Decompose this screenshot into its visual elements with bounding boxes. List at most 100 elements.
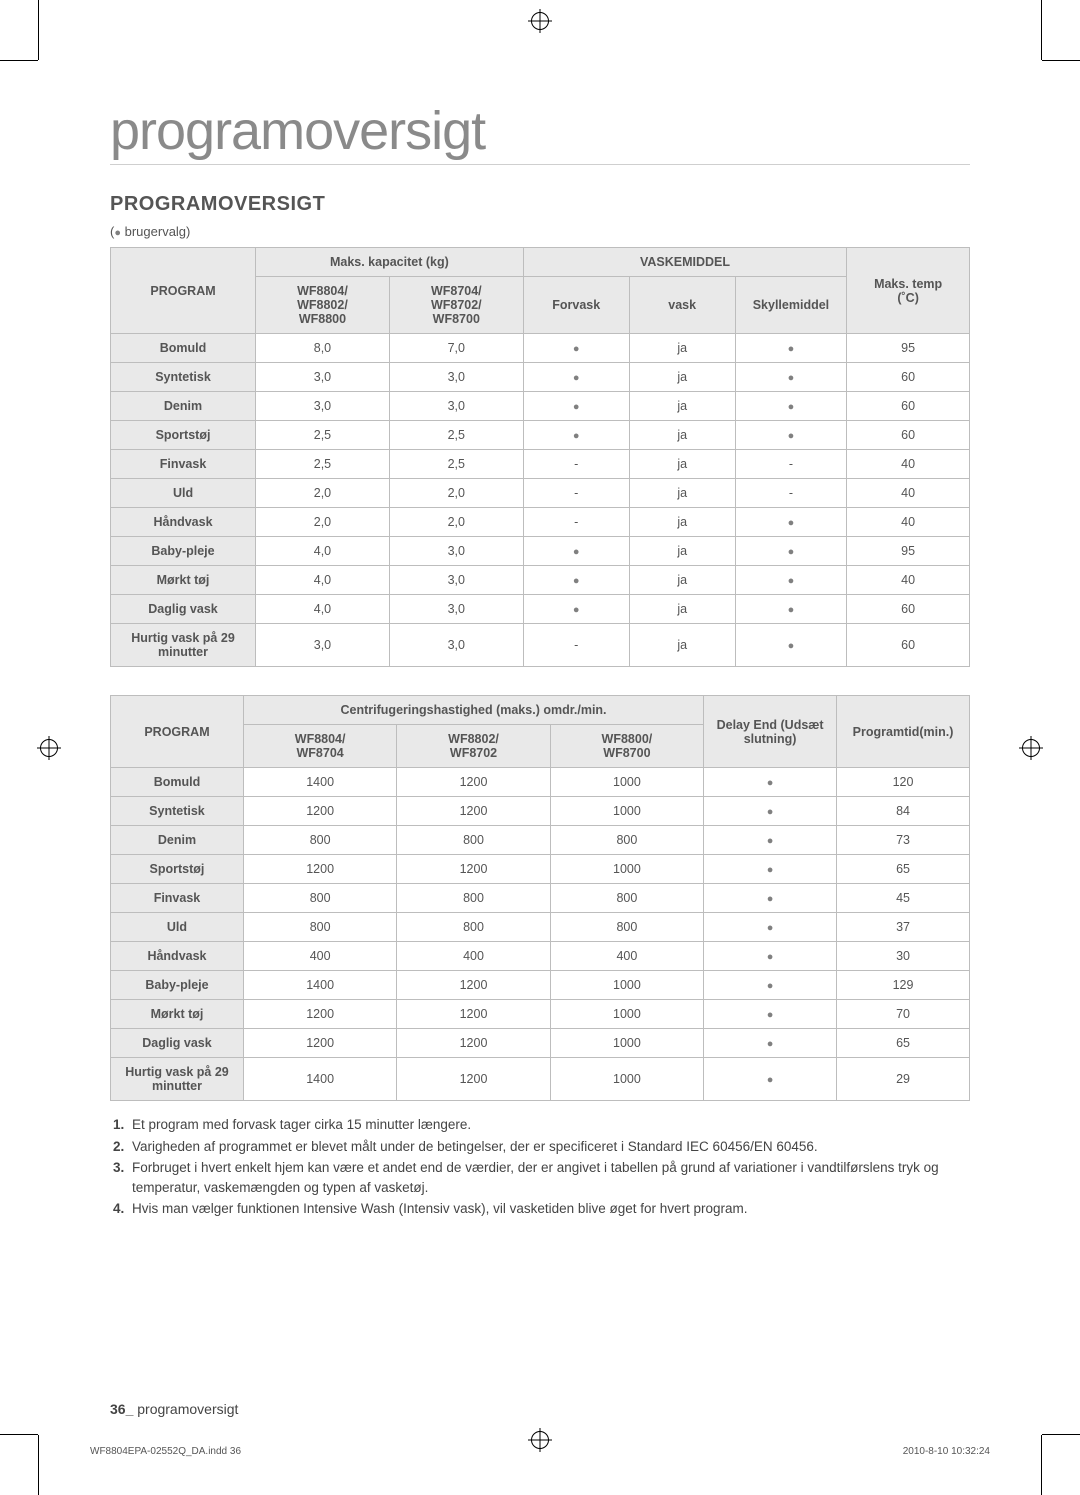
row-wash: ja xyxy=(629,392,735,421)
col-prewash: Forvask xyxy=(523,277,629,334)
row-cap-b: 3,0 xyxy=(389,624,523,667)
row-program: Baby-pleje xyxy=(111,537,256,566)
row-spin-2: 800 xyxy=(397,884,550,913)
page-footer: 36_ programoversigt xyxy=(110,1401,238,1417)
row-time: 84 xyxy=(837,797,970,826)
table-row: Denim800800800●73 xyxy=(111,826,970,855)
row-spin-3: 1000 xyxy=(550,1000,703,1029)
page-content: programoversigt PROGRAMOVERSIGT (● bruge… xyxy=(110,70,970,1425)
row-cap-a: 8,0 xyxy=(256,334,390,363)
row-delay: ● xyxy=(704,942,837,971)
registration-mark xyxy=(531,12,549,30)
row-cap-b: 3,0 xyxy=(389,392,523,421)
row-spin-1: 1200 xyxy=(243,855,396,884)
row-program: Uld xyxy=(111,479,256,508)
row-spin-1: 800 xyxy=(243,826,396,855)
row-prewash: ● xyxy=(523,537,629,566)
col-program: PROGRAM xyxy=(111,696,244,768)
print-file: WF8804EPA-02552Q_DA.indd 36 xyxy=(90,1446,241,1457)
row-prewash: ● xyxy=(523,566,629,595)
row-program: Uld xyxy=(111,913,244,942)
row-temp: 40 xyxy=(847,566,970,595)
row-spin-3: 1000 xyxy=(550,855,703,884)
row-temp: 60 xyxy=(847,363,970,392)
row-cap-a: 3,0 xyxy=(256,392,390,421)
table-row: Håndvask2,02,0-ja●40 xyxy=(111,508,970,537)
row-temp: 40 xyxy=(847,450,970,479)
row-delay: ● xyxy=(704,913,837,942)
row-cap-a: 3,0 xyxy=(256,624,390,667)
row-spin-3: 1000 xyxy=(550,768,703,797)
row-softener: ● xyxy=(735,566,847,595)
row-program: Hurtig vask på 29 minutter xyxy=(111,1058,244,1101)
row-program: Sportstøj xyxy=(111,855,244,884)
row-time: 73 xyxy=(837,826,970,855)
table-row: Syntetisk120012001000●84 xyxy=(111,797,970,826)
row-program: Bomuld xyxy=(111,768,244,797)
row-spin-2: 1200 xyxy=(397,1000,550,1029)
crop-mark xyxy=(38,0,39,60)
col-cap-a: WF8804/ WF8802/ WF8800 xyxy=(256,277,390,334)
row-time: 129 xyxy=(837,971,970,1000)
capacity-detergent-table: PROGRAM Maks. kapacitet (kg) VASKEMIDDEL… xyxy=(110,247,970,667)
row-program: Finvask xyxy=(111,450,256,479)
table-row: Finvask800800800●45 xyxy=(111,884,970,913)
section-heading: PROGRAMOVERSIGT xyxy=(110,193,970,216)
table-row: Hurtig vask på 29 minutter140012001000●2… xyxy=(111,1058,970,1101)
row-cap-a: 4,0 xyxy=(256,566,390,595)
row-temp: 95 xyxy=(847,334,970,363)
table-row: Daglig vask4,03,0●ja●60 xyxy=(111,595,970,624)
row-delay: ● xyxy=(704,855,837,884)
row-softener: ● xyxy=(735,421,847,450)
col-spin-group: Centrifugeringshastighed (maks.) omdr./m… xyxy=(243,696,703,725)
row-prewash: - xyxy=(523,479,629,508)
table-row: Bomuld8,07,0●ja●95 xyxy=(111,334,970,363)
row-cap-a: 2,5 xyxy=(256,450,390,479)
row-program: Sportstøj xyxy=(111,421,256,450)
row-delay: ● xyxy=(704,826,837,855)
row-program: Syntetisk xyxy=(111,363,256,392)
legend-dot-icon: ● xyxy=(114,227,121,239)
row-cap-b: 2,0 xyxy=(389,479,523,508)
row-softener: ● xyxy=(735,595,847,624)
row-wash: ja xyxy=(629,363,735,392)
row-delay: ● xyxy=(704,797,837,826)
row-time: 70 xyxy=(837,1000,970,1029)
row-delay: ● xyxy=(704,884,837,913)
row-time: 37 xyxy=(837,913,970,942)
row-time: 30 xyxy=(837,942,970,971)
row-softener: ● xyxy=(735,508,847,537)
row-spin-1: 400 xyxy=(243,942,396,971)
row-temp: 40 xyxy=(847,508,970,537)
table-row: Mørkt tøj120012001000●70 xyxy=(111,1000,970,1029)
row-spin-2: 1200 xyxy=(397,971,550,1000)
row-program: Baby-pleje xyxy=(111,971,244,1000)
row-temp: 60 xyxy=(847,421,970,450)
row-cap-a: 4,0 xyxy=(256,537,390,566)
row-program: Syntetisk xyxy=(111,797,244,826)
crop-mark xyxy=(1042,1434,1080,1435)
row-prewash: ● xyxy=(523,392,629,421)
row-prewash: ● xyxy=(523,363,629,392)
row-program: Finvask xyxy=(111,884,244,913)
row-spin-1: 1400 xyxy=(243,1058,396,1101)
row-softener: ● xyxy=(735,334,847,363)
print-timestamp: 2010-8-10 10:32:24 xyxy=(903,1446,990,1457)
row-cap-a: 2,5 xyxy=(256,421,390,450)
row-spin-2: 1200 xyxy=(397,797,550,826)
col-spin-3: WF8800/ WF8700 xyxy=(550,725,703,768)
row-wash: ja xyxy=(629,595,735,624)
row-temp: 60 xyxy=(847,595,970,624)
table-row: Mørkt tøj4,03,0●ja●40 xyxy=(111,566,970,595)
row-cap-b: 3,0 xyxy=(389,595,523,624)
table-row: Bomuld140012001000●120 xyxy=(111,768,970,797)
notes-list: Et program med forvask tager cirka 15 mi… xyxy=(110,1115,970,1219)
row-time: 65 xyxy=(837,855,970,884)
row-spin-3: 800 xyxy=(550,826,703,855)
table-row: Sportstøj2,52,5●ja●60 xyxy=(111,421,970,450)
row-time: 29 xyxy=(837,1058,970,1101)
table-row: Sportstøj120012001000●65 xyxy=(111,855,970,884)
row-spin-1: 800 xyxy=(243,884,396,913)
row-temp: 95 xyxy=(847,537,970,566)
col-temp: Maks. temp (˚C) xyxy=(847,248,970,334)
